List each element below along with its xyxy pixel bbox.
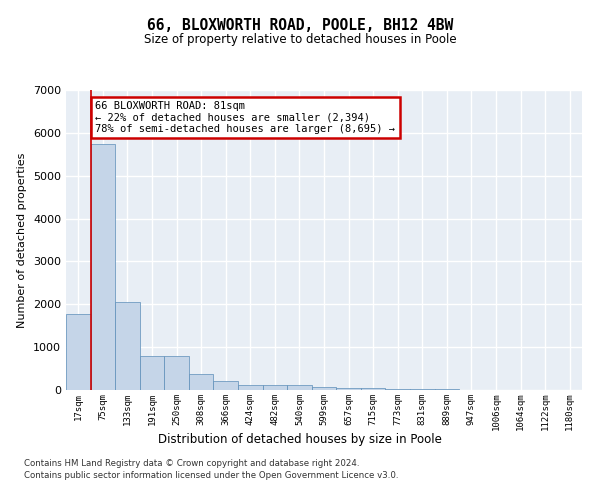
Bar bbox=[312, 386, 336, 390]
Bar bbox=[115, 302, 140, 390]
Bar bbox=[410, 389, 434, 390]
Text: 66, BLOXWORTH ROAD, POOLE, BH12 4BW: 66, BLOXWORTH ROAD, POOLE, BH12 4BW bbox=[147, 18, 453, 32]
Bar bbox=[287, 386, 312, 390]
Bar bbox=[238, 385, 263, 390]
Bar bbox=[361, 388, 385, 390]
Bar bbox=[164, 356, 189, 390]
Bar bbox=[140, 356, 164, 390]
Bar bbox=[66, 314, 91, 390]
Text: Contains HM Land Registry data © Crown copyright and database right 2024.: Contains HM Land Registry data © Crown c… bbox=[24, 458, 359, 468]
Text: Contains public sector information licensed under the Open Government Licence v3: Contains public sector information licen… bbox=[24, 471, 398, 480]
Text: Size of property relative to detached houses in Poole: Size of property relative to detached ho… bbox=[143, 32, 457, 46]
Text: 66 BLOXWORTH ROAD: 81sqm
← 22% of detached houses are smaller (2,394)
78% of sem: 66 BLOXWORTH ROAD: 81sqm ← 22% of detach… bbox=[95, 100, 395, 134]
Text: Distribution of detached houses by size in Poole: Distribution of detached houses by size … bbox=[158, 432, 442, 446]
Bar bbox=[385, 388, 410, 390]
Bar bbox=[91, 144, 115, 390]
Bar bbox=[189, 374, 214, 390]
Bar bbox=[336, 388, 361, 390]
Bar bbox=[263, 386, 287, 390]
Bar bbox=[214, 381, 238, 390]
Y-axis label: Number of detached properties: Number of detached properties bbox=[17, 152, 28, 328]
